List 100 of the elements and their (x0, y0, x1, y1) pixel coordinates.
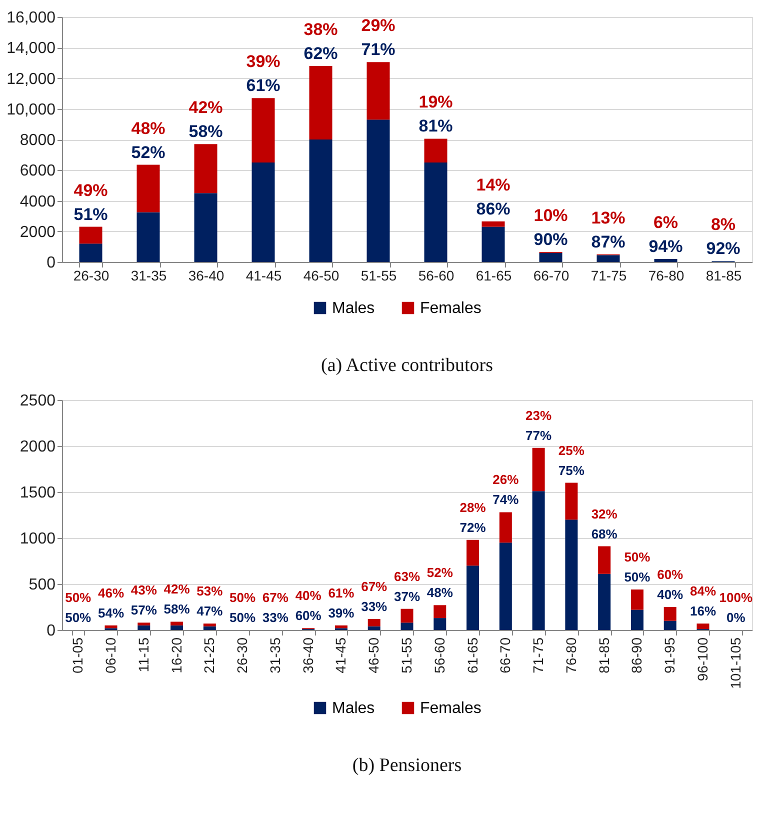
bar (565, 520, 578, 630)
annotation: 33% (361, 598, 388, 614)
annotation: 61% (328, 585, 355, 600)
y-tick-label: 0 (46, 622, 56, 640)
bar (664, 620, 676, 630)
annotation: 46% (98, 585, 124, 600)
x-tick-label: 36-40 (188, 268, 224, 284)
x-tick-label: 41-45 (332, 637, 349, 674)
annotation: 74% (492, 492, 520, 508)
bar (309, 66, 332, 140)
annotation: 86% (476, 199, 510, 218)
annotation: 8% (710, 215, 736, 234)
bar (499, 542, 512, 630)
annotation: 50% (624, 570, 651, 585)
text: (a) Active contributors (320, 355, 494, 376)
bar (368, 626, 380, 630)
annotation: 42% (164, 582, 190, 597)
y-tick-label: 16,000 (6, 10, 56, 26)
x-tick-label: 66-70 (497, 637, 514, 674)
x-tick-label: 21-25 (201, 637, 218, 674)
bar (654, 258, 678, 262)
legend-label: Males (332, 700, 375, 717)
annotation: 14% (476, 175, 510, 194)
annotation: 26% (492, 472, 520, 488)
x-tick-label: 76-80 (648, 268, 684, 284)
annotation: 94% (648, 236, 683, 256)
bar (194, 193, 218, 262)
bar (79, 244, 102, 262)
annotation: 48% (426, 585, 454, 600)
annotation: 53% (196, 584, 224, 599)
x-tick-label: 66-70 (533, 268, 570, 284)
x-tick-label: 46-50 (366, 637, 382, 674)
bar (194, 144, 218, 194)
bar (532, 491, 545, 630)
bar (170, 625, 184, 630)
annotation: 43% (130, 582, 158, 598)
annotation: 57% (130, 602, 158, 618)
bar (309, 140, 332, 262)
annotation: 39% (328, 605, 355, 620)
bar (482, 221, 505, 227)
y-tick-label: 0 (46, 254, 56, 272)
bar (366, 120, 390, 262)
bar (598, 574, 611, 630)
bar (136, 164, 160, 212)
annotation: 75% (558, 462, 585, 478)
annotation: 60% (657, 567, 684, 582)
x-tick-label: 56-60 (431, 637, 448, 674)
text: (b) Pensioners (352, 755, 462, 776)
annotation: 33% (262, 610, 289, 625)
bar (696, 624, 710, 630)
annotation: 23% (526, 408, 552, 423)
bar (482, 226, 505, 262)
y-tick-label: 6000 (20, 162, 56, 180)
legend-label: Females (420, 700, 482, 717)
annotation: 50% (65, 590, 92, 605)
annotation: 0% (726, 610, 746, 625)
annotation: 52% (131, 142, 166, 162)
annotation: 87% (591, 232, 626, 252)
annotation: 48% (131, 118, 166, 138)
x-tick-label: 16-20 (168, 637, 184, 674)
annotation: 51% (74, 204, 108, 224)
annotation: 32% (591, 506, 618, 522)
annotation: 25% (558, 442, 585, 458)
annotation: 63% (394, 568, 420, 584)
y-tick-label: 2000 (20, 224, 56, 241)
y-tick-label: 8000 (20, 132, 56, 149)
annotation: 50% (624, 550, 651, 565)
x-tick-label: 61-65 (464, 637, 480, 674)
bar (252, 98, 275, 162)
y-tick-label: 2000 (20, 438, 56, 456)
annotation: 39% (246, 52, 280, 72)
annotation: 40% (657, 587, 684, 602)
bar (368, 618, 380, 626)
annotation: 16% (690, 604, 716, 619)
annotation: 49% (74, 180, 108, 200)
y-tick-label: 14,000 (6, 40, 56, 58)
annotation: 61% (246, 76, 280, 96)
annotation: 67% (262, 590, 289, 605)
x-tick-label: 51-55 (398, 637, 414, 674)
bar (434, 618, 446, 630)
annotation: 37% (394, 588, 420, 604)
annotation: 13% (591, 208, 626, 228)
y-tick-label: 1000 (20, 530, 56, 548)
annotation: 47% (196, 604, 224, 619)
bar (532, 448, 545, 492)
annotation: 81% (418, 116, 453, 136)
x-tick-label: 81-85 (706, 268, 742, 284)
x-tick-label: 81-85 (596, 637, 612, 674)
annotation: 84% (690, 584, 716, 599)
annotation: 67% (361, 578, 388, 594)
y-tick-label: 10,000 (6, 101, 56, 118)
annotation: 10% (534, 206, 568, 226)
x-tick-label: 96-100 (694, 637, 710, 682)
annotation: 42% (188, 98, 223, 118)
x-tick-label: 76-80 (562, 637, 579, 674)
bar (499, 512, 512, 543)
x-tick-label: 71-75 (530, 637, 546, 674)
x-tick-label: 46-50 (303, 268, 340, 284)
annotation: 71% (361, 40, 396, 60)
annotation: 58% (188, 122, 223, 142)
